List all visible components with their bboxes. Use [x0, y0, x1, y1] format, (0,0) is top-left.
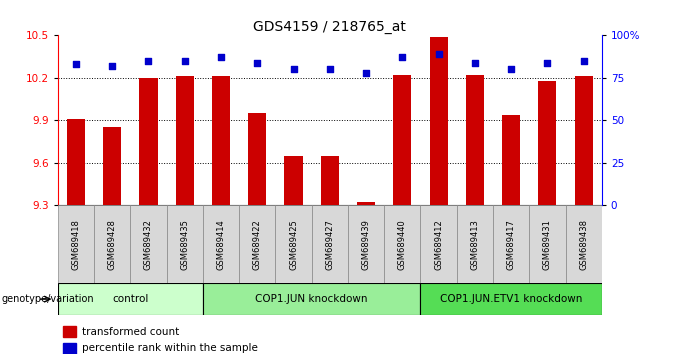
Bar	[348, 205, 384, 283]
Bar	[539, 81, 556, 205]
Text: COP1.JUN knockdown: COP1.JUN knockdown	[256, 294, 368, 304]
Point	[71, 62, 82, 67]
Bar	[58, 283, 203, 315]
Point	[180, 58, 190, 64]
Text: GSM689418: GSM689418	[71, 219, 80, 270]
Text: GSM689422: GSM689422	[253, 219, 262, 270]
Bar	[58, 205, 94, 283]
Bar	[139, 78, 158, 205]
Point	[397, 55, 408, 60]
Point	[433, 51, 444, 57]
Bar	[167, 205, 203, 283]
Text: transformed count: transformed count	[82, 327, 179, 337]
Text: GSM689425: GSM689425	[289, 219, 298, 270]
Bar	[175, 76, 194, 205]
Bar	[566, 205, 602, 283]
Point	[324, 67, 335, 72]
Bar	[493, 205, 529, 283]
Bar	[502, 115, 520, 205]
Bar	[103, 127, 121, 205]
Text: GSM689435: GSM689435	[180, 219, 189, 270]
Point	[578, 58, 589, 64]
Point	[469, 60, 480, 65]
Bar	[94, 205, 131, 283]
Text: genotype/variation: genotype/variation	[1, 294, 94, 304]
Bar	[203, 283, 420, 315]
Bar	[212, 76, 230, 205]
Bar	[311, 205, 348, 283]
Bar	[575, 76, 593, 205]
Bar	[284, 156, 303, 205]
Bar	[357, 202, 375, 205]
Bar	[131, 205, 167, 283]
Bar	[63, 343, 76, 354]
Point	[288, 67, 299, 72]
Bar	[384, 205, 420, 283]
Text: percentile rank within the sample: percentile rank within the sample	[82, 343, 258, 353]
Bar	[67, 119, 85, 205]
Text: GSM689427: GSM689427	[325, 219, 335, 270]
Point	[107, 63, 118, 69]
Text: GSM689431: GSM689431	[543, 219, 552, 270]
Text: GSM689417: GSM689417	[507, 219, 515, 270]
Bar	[321, 156, 339, 205]
Text: GSM689413: GSM689413	[471, 219, 479, 270]
Text: control: control	[112, 294, 148, 304]
Text: GSM689438: GSM689438	[579, 219, 588, 270]
Bar	[420, 205, 457, 283]
Point	[542, 60, 553, 65]
Text: GSM689440: GSM689440	[398, 219, 407, 270]
Bar	[239, 205, 275, 283]
Bar	[420, 283, 602, 315]
Point	[143, 58, 154, 64]
Bar	[203, 205, 239, 283]
Title: GDS4159 / 218765_at: GDS4159 / 218765_at	[254, 21, 406, 34]
Point	[506, 67, 517, 72]
Bar	[63, 326, 76, 337]
Text: COP1.JUN.ETV1 knockdown: COP1.JUN.ETV1 knockdown	[440, 294, 582, 304]
Bar	[430, 37, 447, 205]
Bar	[466, 75, 484, 205]
Text: GSM689414: GSM689414	[216, 219, 226, 270]
Text: GSM689439: GSM689439	[362, 219, 371, 270]
Bar	[393, 75, 411, 205]
Bar	[457, 205, 493, 283]
Bar	[529, 205, 566, 283]
Text: GSM689428: GSM689428	[107, 219, 117, 270]
Bar	[248, 113, 267, 205]
Text: GSM689412: GSM689412	[434, 219, 443, 270]
Text: GSM689432: GSM689432	[144, 219, 153, 270]
Point	[252, 60, 262, 65]
Point	[216, 55, 226, 60]
Point	[360, 70, 371, 76]
Bar	[275, 205, 311, 283]
